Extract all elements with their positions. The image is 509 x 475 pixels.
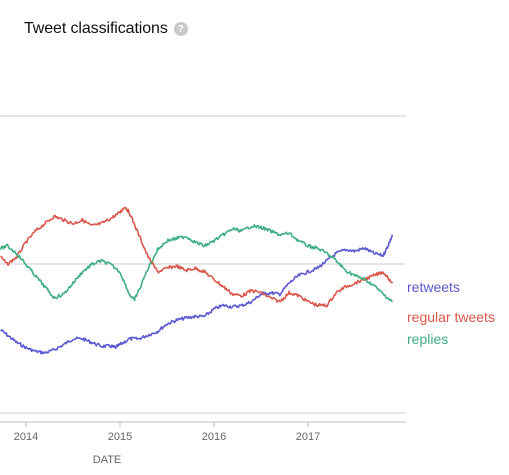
x-tick-label: 2017 <box>296 431 320 443</box>
x-tick-label: 2016 <box>202 431 226 443</box>
series-line-retweets <box>0 234 394 355</box>
legend-label-regular-tweets: regular tweets <box>407 309 495 325</box>
x-tick-label: 2015 <box>108 431 132 443</box>
gridlines <box>0 115 406 414</box>
series-line-regular-tweets <box>0 206 394 308</box>
series-layer <box>0 206 394 355</box>
x-tick-label: 2014 <box>14 431 38 443</box>
chart-title: Tweet classifications <box>24 20 168 37</box>
x-axis-ticks: 2014 2015 2016 2017 <box>14 422 320 443</box>
legend-label-retweets: retweets <box>407 279 460 295</box>
legend-label-replies: replies <box>407 331 448 347</box>
x-axis-title: DATE <box>93 454 122 466</box>
legend: retweets regular tweets replies <box>407 279 495 347</box>
chart-header: Tweet classifications ? <box>24 20 188 38</box>
series-line-replies <box>0 224 393 303</box>
help-icon[interactable]: ? <box>173 22 188 36</box>
